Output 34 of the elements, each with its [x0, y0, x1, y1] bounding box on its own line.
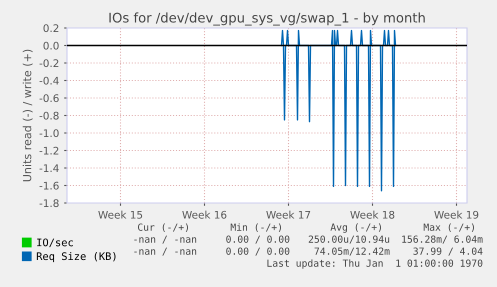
- x-tick-label: Week 19: [434, 210, 478, 219]
- chart-title: IOs for /dev/dev_gpu_sys_vg/swap_1 - by month: [109, 12, 425, 26]
- y-tick-label: -1.2: [40, 146, 58, 154]
- text: 37.99 / 4.04: [413, 247, 483, 256]
- text: 74.05m/12.42m: [314, 247, 390, 256]
- text: 0.00 / 0.00: [226, 247, 290, 256]
- y-tick-label: 0.2: [43, 24, 58, 32]
- x-tick-label: Week 18: [350, 210, 394, 219]
- text: Max (-/+): [424, 223, 474, 232]
- y-axis-title: Units read (-) / write (+): [22, 50, 33, 182]
- x-tick-label: Week 16: [182, 210, 226, 219]
- y-tick-label: -1.6: [40, 182, 59, 190]
- text: 0.00 / 0.00: [226, 235, 290, 244]
- line-series: [280, 30, 396, 192]
- text: Last update: Thu Jan 1 01:00:00 1970: [267, 259, 482, 269]
- text: 250.00u/10.94u: [308, 235, 390, 244]
- y-tick-label: -0.6: [40, 94, 59, 102]
- text: 156.28m/ 6.04m: [402, 235, 483, 244]
- text: -nan / -nan: [134, 248, 196, 256]
- y-tick-label: -1.0: [40, 129, 59, 138]
- y-tick-label: -0.8: [40, 112, 59, 120]
- y-tick-label: -1.8: [40, 199, 59, 208]
- y-tick-label: -1.4: [40, 164, 59, 172]
- legend-label: IO/sec: [37, 238, 73, 248]
- text: -nan / -nan: [134, 236, 196, 244]
- y-tick-label: -0.4: [40, 76, 59, 85]
- y-tick-label: 0.0: [43, 42, 59, 50]
- x-tick-label: Week 17: [266, 210, 310, 219]
- text: Min (-/+): [230, 223, 281, 232]
- x-tick-label: Week 15: [98, 210, 142, 219]
- y-tick-label: -0.2: [40, 59, 58, 68]
- text: Cur (-/+): [138, 223, 188, 232]
- text: Avg (-/+): [330, 223, 381, 233]
- legend-label: Req Size (KB): [36, 252, 116, 262]
